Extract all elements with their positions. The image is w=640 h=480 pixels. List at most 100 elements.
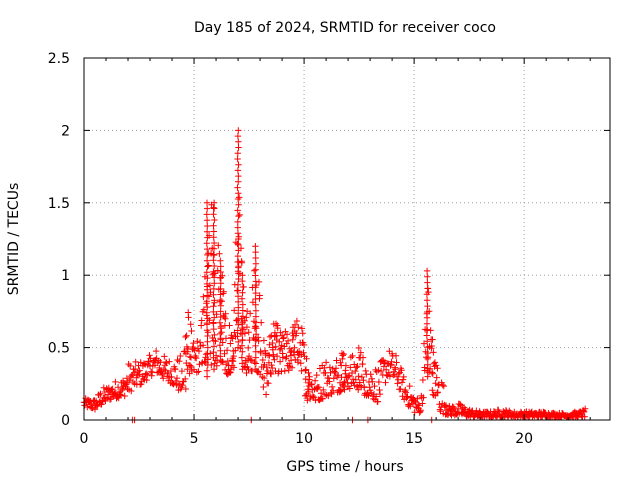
data-point — [395, 370, 402, 377]
data-point — [235, 212, 242, 220]
data-point — [581, 413, 588, 420]
data-point — [235, 275, 242, 283]
data-point — [210, 204, 217, 211]
data-point — [252, 342, 259, 350]
data-point — [184, 366, 191, 373]
data-point — [308, 380, 315, 388]
data-point — [185, 314, 192, 321]
data-point — [132, 365, 139, 373]
data-point — [203, 217, 211, 224]
data-point — [92, 397, 100, 405]
data-point — [211, 297, 218, 304]
data-point — [427, 327, 434, 334]
data-point — [322, 359, 330, 366]
data-point — [428, 342, 435, 350]
data-point — [398, 379, 406, 386]
data-point — [434, 365, 441, 372]
data-point — [429, 387, 436, 394]
data-point — [423, 297, 431, 304]
data-point — [210, 245, 218, 252]
data-point — [325, 392, 332, 400]
data-point — [194, 338, 201, 345]
data-point — [193, 369, 200, 376]
data-point — [239, 283, 247, 291]
data-point — [359, 360, 366, 368]
data-point — [234, 293, 242, 300]
data-point — [257, 349, 264, 357]
data-point — [234, 184, 241, 191]
data-point — [362, 367, 369, 375]
data-point — [108, 386, 115, 393]
data-point — [173, 374, 181, 382]
data-point — [424, 338, 431, 345]
data-point — [346, 385, 353, 392]
plot-frame — [83, 57, 611, 421]
data-point — [235, 258, 242, 266]
data-point — [357, 349, 364, 356]
data-point — [352, 367, 359, 375]
data-point — [251, 267, 258, 274]
data-point — [143, 376, 150, 384]
data-point — [341, 378, 348, 385]
data-point — [415, 402, 423, 409]
data-point — [394, 380, 401, 387]
data-point — [234, 218, 241, 226]
data-point — [423, 308, 431, 316]
axis-ticks: 0 0.5 1 1.5 2 2.5 0 5 10 15 20 — [48, 51, 610, 447]
data-point — [368, 389, 375, 396]
data-point — [188, 327, 195, 335]
data-point — [239, 313, 246, 320]
data-point — [347, 354, 355, 361]
data-point — [217, 280, 224, 287]
data-point — [235, 270, 242, 277]
data-point — [252, 295, 259, 303]
data-point — [328, 383, 336, 391]
data-point — [238, 342, 246, 349]
data-point — [210, 234, 217, 241]
data-point — [238, 259, 246, 266]
data-point — [359, 354, 367, 361]
data-point — [124, 385, 131, 393]
data-point — [204, 332, 211, 340]
data-point — [235, 304, 242, 311]
data-point — [210, 343, 218, 350]
data-point — [252, 301, 259, 308]
data-point — [211, 205, 218, 212]
data-point — [210, 274, 218, 281]
data-point — [393, 359, 400, 366]
data-point — [126, 377, 133, 384]
data-point — [271, 356, 278, 363]
data-point — [429, 370, 436, 377]
data-point — [339, 352, 346, 359]
data-point — [172, 366, 179, 373]
data-point — [234, 333, 241, 340]
data-point — [186, 353, 194, 360]
data-point — [135, 371, 143, 378]
data-point — [239, 324, 246, 332]
data-point — [336, 387, 343, 394]
data-point — [210, 308, 217, 316]
data-point — [295, 348, 303, 355]
data-point — [252, 243, 259, 250]
data-point — [204, 245, 211, 253]
data-point — [200, 306, 208, 313]
data-point — [374, 398, 381, 405]
data-point — [440, 382, 447, 390]
data-point — [252, 284, 259, 291]
data-point — [261, 347, 269, 354]
data-point — [355, 344, 362, 352]
data-point — [182, 333, 189, 341]
x-tick-label: 15 — [405, 431, 423, 447]
data-point — [354, 363, 361, 370]
data-point — [203, 298, 211, 305]
data-point — [235, 201, 242, 208]
data-point — [182, 375, 189, 383]
data-point — [127, 362, 134, 370]
data-point — [203, 309, 210, 316]
data-point — [205, 262, 212, 269]
x-tick-label: 5 — [190, 431, 199, 447]
data-point — [306, 373, 313, 380]
data-point — [457, 401, 464, 408]
data-point — [187, 362, 194, 369]
